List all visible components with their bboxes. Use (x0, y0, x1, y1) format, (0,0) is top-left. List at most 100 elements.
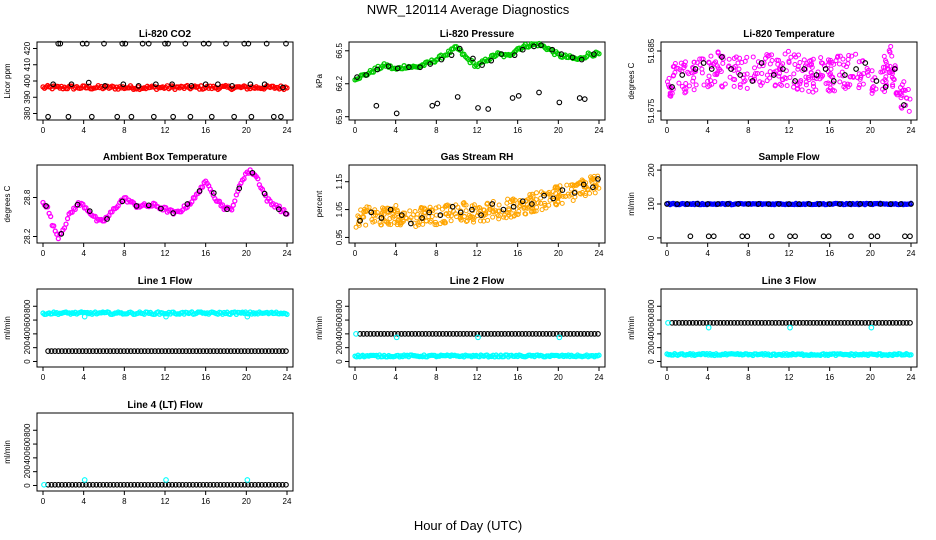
line-point (148, 348, 155, 354)
y-tick-label: 800 (23, 299, 32, 313)
line-point (90, 481, 96, 488)
line-point (86, 481, 93, 488)
cloud-point (833, 58, 839, 64)
line-point (134, 348, 141, 354)
data-point (735, 201, 742, 207)
data-point (684, 201, 691, 207)
data-point (511, 52, 518, 59)
data-point (744, 233, 751, 240)
x-tick-label: 20 (866, 373, 875, 382)
cloud-point (890, 76, 896, 82)
line-point (96, 348, 103, 354)
line-point (827, 319, 834, 326)
data-point (862, 60, 869, 66)
cloud-point (363, 222, 369, 228)
data-point (270, 113, 277, 120)
line-point (90, 348, 96, 354)
data-point (434, 100, 441, 107)
cloud-point (384, 205, 390, 211)
line-point (862, 319, 869, 326)
cloud-point (892, 63, 898, 69)
cloud-point (891, 77, 897, 83)
data-point (387, 206, 394, 213)
line-point (384, 331, 391, 337)
line-point (412, 331, 419, 337)
y-tick-label: 400 (23, 451, 32, 465)
data-point (536, 89, 542, 96)
band-point (123, 195, 129, 201)
cloud-point (831, 88, 837, 94)
chart-panel: Line 3 Flow ml/min 0 4 8 12 16 20 24 0 20040060080… (627, 276, 918, 382)
line-point (224, 348, 231, 354)
x-tick-label: 12 (473, 373, 482, 382)
data-point (280, 84, 286, 91)
data-point (902, 233, 908, 240)
line-point (79, 348, 86, 354)
line-point (696, 319, 703, 326)
data-point (83, 40, 90, 47)
cloud-point (798, 78, 804, 84)
data-series (43, 169, 289, 237)
data-point (806, 201, 813, 207)
cloud-point (825, 57, 831, 63)
data-point (500, 206, 507, 213)
data-point (393, 110, 400, 117)
x-tick-label: 0 (41, 249, 46, 258)
x-tick-label: 12 (161, 126, 170, 135)
data-point (429, 102, 436, 109)
data-point (498, 51, 505, 57)
chart-title: Li-820 Temperature (743, 29, 835, 40)
data-point (830, 78, 837, 84)
x-tick-label: 24 (907, 249, 916, 258)
line-point (114, 348, 120, 354)
data-point (737, 72, 744, 78)
cloud-point (685, 69, 691, 75)
data-point (847, 201, 853, 207)
cloud-point (682, 90, 688, 96)
cloud-point (727, 74, 733, 80)
cloud-point (529, 191, 535, 197)
data-series (45, 348, 289, 354)
data-point (708, 66, 715, 72)
x-tick-label: 24 (283, 497, 292, 506)
line-point (183, 348, 189, 354)
x-tick-label: 8 (122, 497, 127, 506)
data-point (801, 66, 808, 72)
cloud-point (390, 214, 396, 220)
cloud-point (837, 53, 843, 59)
cloud-point (455, 204, 461, 210)
data-series (45, 40, 289, 120)
x-tick-label: 4 (705, 373, 710, 382)
x-tick-label: 8 (746, 249, 751, 258)
data-point (229, 83, 235, 89)
line-point (210, 348, 217, 354)
data-point (368, 209, 375, 216)
x-tick-label: 12 (785, 126, 794, 135)
line-point (107, 348, 113, 354)
line-point (717, 319, 724, 326)
cloud-point (742, 58, 748, 64)
y-tick-label: 28.8 (23, 189, 32, 205)
cloud-point (719, 84, 725, 90)
line-point (707, 319, 713, 326)
data-point (41, 481, 47, 488)
data-point (438, 56, 445, 63)
cloud-point (705, 78, 711, 84)
cloud-point (407, 208, 413, 214)
data-point (510, 203, 517, 210)
line-point (48, 348, 55, 354)
line-point (283, 481, 289, 488)
cloud-point (675, 65, 681, 71)
x-tick-label: 24 (595, 126, 604, 135)
cloud-point (785, 48, 791, 54)
cloud-point (681, 62, 687, 68)
line-point (876, 319, 882, 326)
line-point (734, 319, 741, 326)
x-tick-label: 8 (122, 373, 127, 382)
line-point (148, 481, 155, 488)
x-tick-label: 16 (825, 249, 834, 258)
line-point (283, 348, 289, 354)
cloud-point (397, 220, 403, 226)
cloud-point (569, 182, 575, 188)
x-tick-label: 8 (434, 373, 439, 382)
